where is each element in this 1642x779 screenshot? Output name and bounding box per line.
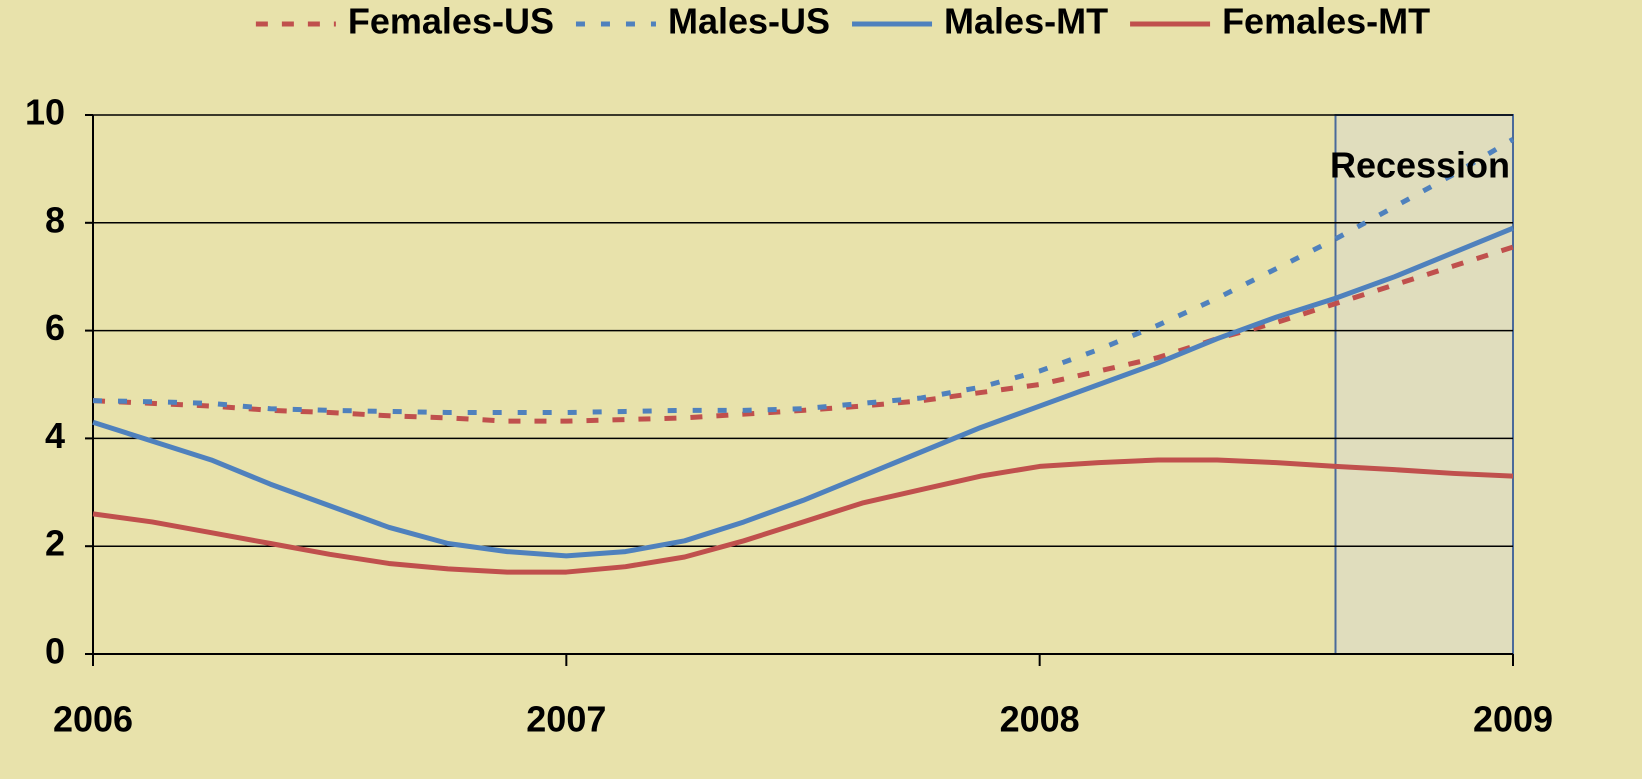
y-tick-label: 8 [45,199,65,240]
recession-band [1334,114,1514,655]
series-line [92,225,1514,559]
x-tick-label: 2009 [1473,699,1553,740]
legend-label: Females-US [348,1,554,42]
y-tick-label: 10 [25,92,65,133]
x-tick-label: 2008 [1000,699,1080,740]
recession-label: Recession [1330,145,1510,186]
legend-label: Males-US [668,1,830,42]
y-tick-label: 4 [45,415,65,456]
series-line [92,244,1514,424]
x-tick-label: 2007 [526,699,606,740]
series-line [92,137,1515,416]
y-tick-label: 2 [45,523,65,564]
legend-label: Females-MT [1222,1,1430,42]
series-line [92,457,1514,575]
y-tick-label: 6 [45,307,65,348]
y-tick-label: 0 [45,631,65,672]
legend-label: Males-MT [944,1,1108,42]
x-tick-label: 2006 [53,699,133,740]
